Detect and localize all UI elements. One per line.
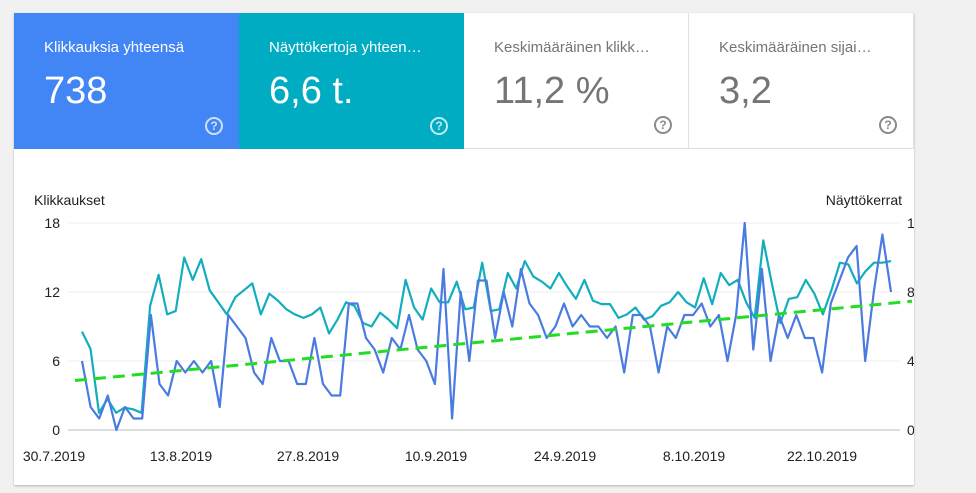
right-tick-label: 0 — [907, 422, 914, 438]
x-tick-label: 10.9.2019 — [405, 448, 467, 464]
performance-panel: Klikkauksia yhteensä 738 ? Näyttökertoja… — [14, 13, 914, 485]
card-label: Näyttökertoja yhteen… — [269, 39, 422, 56]
right-axis-ticks: 120 80 40 0 — [907, 215, 914, 438]
gridlines — [68, 222, 900, 431]
clicks-series-line — [80, 221, 893, 432]
performance-chart: Klikkaukset Näyttökerrat 18 12 6 0 120 80 40 0… — [14, 149, 914, 485]
card-label: Keskimääräinen sijai… — [719, 39, 872, 56]
left-tick-label: 6 — [52, 353, 60, 369]
x-tick-label: 30.7.2019 — [23, 448, 85, 464]
impressions-series-line — [81, 239, 892, 414]
chart-svg: Klikkaukset Näyttökerrat 18 12 6 0 120 80 40 0… — [23, 192, 914, 464]
card-value: 738 — [44, 70, 108, 112]
help-icon[interactable]: ? — [879, 116, 897, 134]
card-value: 11,2 % — [494, 70, 610, 112]
card-average-ctr[interactable]: Keskimääräinen klikk… 11,2 % ? — [464, 13, 689, 149]
help-icon[interactable]: ? — [430, 117, 448, 135]
left-tick-label: 12 — [44, 284, 60, 300]
card-label: Keskimääräinen klikk… — [494, 39, 650, 56]
right-tick-label: 80 — [907, 284, 914, 300]
card-label: Klikkauksia yhteensä — [44, 39, 185, 56]
right-tick-label: 40 — [907, 353, 914, 369]
left-axis-ticks: 18 12 6 0 — [44, 215, 60, 438]
card-value: 3,2 — [719, 70, 772, 112]
right-tick-label: 120 — [907, 215, 914, 231]
x-tick-label: 27.8.2019 — [277, 448, 339, 464]
x-tick-label: 22.10.2019 — [787, 448, 857, 464]
x-tick-label: 24.9.2019 — [534, 448, 596, 464]
card-total-impressions[interactable]: Näyttökertoja yhteen… 6,6 t. ? — [239, 13, 464, 149]
x-tick-label: 8.10.2019 — [663, 448, 725, 464]
trend-line — [74, 299, 913, 383]
help-icon[interactable]: ? — [205, 117, 223, 135]
left-axis-label: Klikkaukset — [34, 192, 105, 208]
left-tick-label: 18 — [44, 215, 60, 231]
card-average-position[interactable]: Keskimääräinen sijai… 3,2 ? — [689, 13, 914, 149]
card-total-clicks[interactable]: Klikkauksia yhteensä 738 ? — [14, 13, 239, 149]
left-tick-label: 0 — [52, 422, 60, 438]
series-lines — [74, 221, 913, 432]
metric-cards: Klikkauksia yhteensä 738 ? Näyttökertoja… — [14, 13, 914, 149]
x-tick-label: 13.8.2019 — [150, 448, 212, 464]
help-icon[interactable]: ? — [654, 116, 672, 134]
right-axis-label: Näyttökerrat — [826, 192, 902, 208]
x-axis-ticks: 30.7.2019 13.8.2019 27.8.2019 10.9.2019 24.9… — [23, 448, 857, 464]
card-value: 6,6 t. — [269, 70, 354, 112]
